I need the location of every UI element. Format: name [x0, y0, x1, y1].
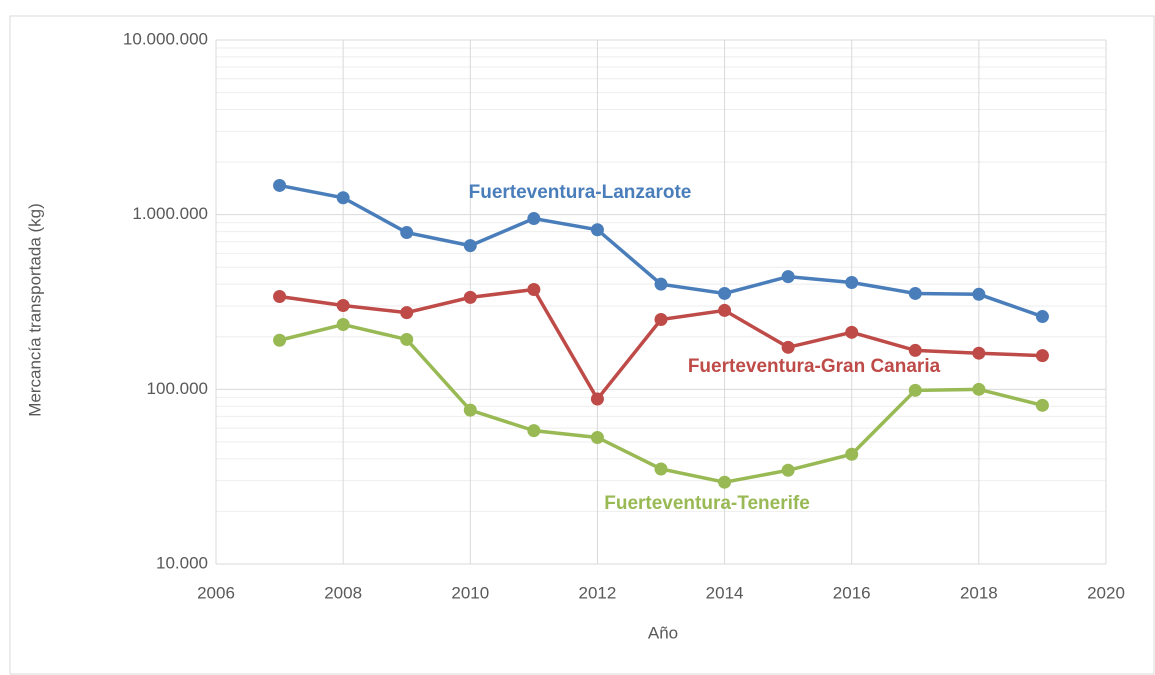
data-point [908, 343, 922, 357]
data-point [654, 462, 668, 476]
data-point [590, 430, 604, 444]
y-axis-label: Mercancía transportada (kg) [25, 203, 44, 417]
data-point [463, 403, 477, 417]
x-tick-label: 2008 [324, 583, 362, 602]
data-point [400, 332, 414, 346]
data-point [845, 275, 859, 289]
data-point [463, 239, 477, 253]
data-point [273, 178, 287, 192]
data-point [336, 191, 350, 205]
y-tick-label: 10.000 [156, 553, 208, 572]
data-point [1035, 398, 1049, 412]
data-point [845, 325, 859, 339]
data-point [781, 463, 795, 477]
data-point [273, 333, 287, 347]
data-point [654, 277, 668, 291]
data-point [590, 392, 604, 406]
data-point [336, 298, 350, 312]
data-point [972, 346, 986, 360]
data-point [972, 287, 986, 301]
x-tick-label: 2016 [833, 583, 871, 602]
data-point [336, 318, 350, 332]
data-point [654, 313, 668, 327]
series-label: Fuerteventura-Lanzarote [469, 182, 692, 203]
x-tick-label: 2014 [706, 583, 744, 602]
chart-border [9, 15, 1155, 675]
data-point [908, 383, 922, 397]
x-tick-label: 2006 [197, 583, 235, 602]
data-point [1035, 310, 1049, 324]
data-point [781, 340, 795, 354]
data-point [590, 223, 604, 237]
x-tick-label: 2010 [451, 583, 489, 602]
data-point [400, 306, 414, 320]
x-tick-label: 2012 [579, 583, 617, 602]
data-point [527, 282, 541, 296]
data-point [718, 475, 732, 489]
data-point [527, 424, 541, 438]
y-tick-label: 10.000.000 [123, 29, 208, 48]
data-point [527, 212, 541, 226]
data-point [781, 270, 795, 284]
x-tick-label: 2020 [1087, 583, 1125, 602]
y-tick-label: 1.000.000 [132, 204, 208, 223]
data-point [273, 290, 287, 304]
data-point [845, 447, 859, 461]
data-point [1035, 349, 1049, 363]
data-point [400, 226, 414, 240]
data-point [972, 382, 986, 396]
data-point [908, 286, 922, 300]
series-label: Fuerteventura-Gran Canaria [688, 356, 941, 377]
data-point [718, 286, 732, 300]
data-point [463, 290, 477, 304]
x-tick-label: 2018 [960, 583, 998, 602]
x-axis-label: Año [648, 623, 678, 642]
data-point [718, 303, 732, 317]
series-label: Fuerteventura-Tenerife [604, 493, 810, 514]
y-tick-label: 100.000 [147, 379, 208, 398]
